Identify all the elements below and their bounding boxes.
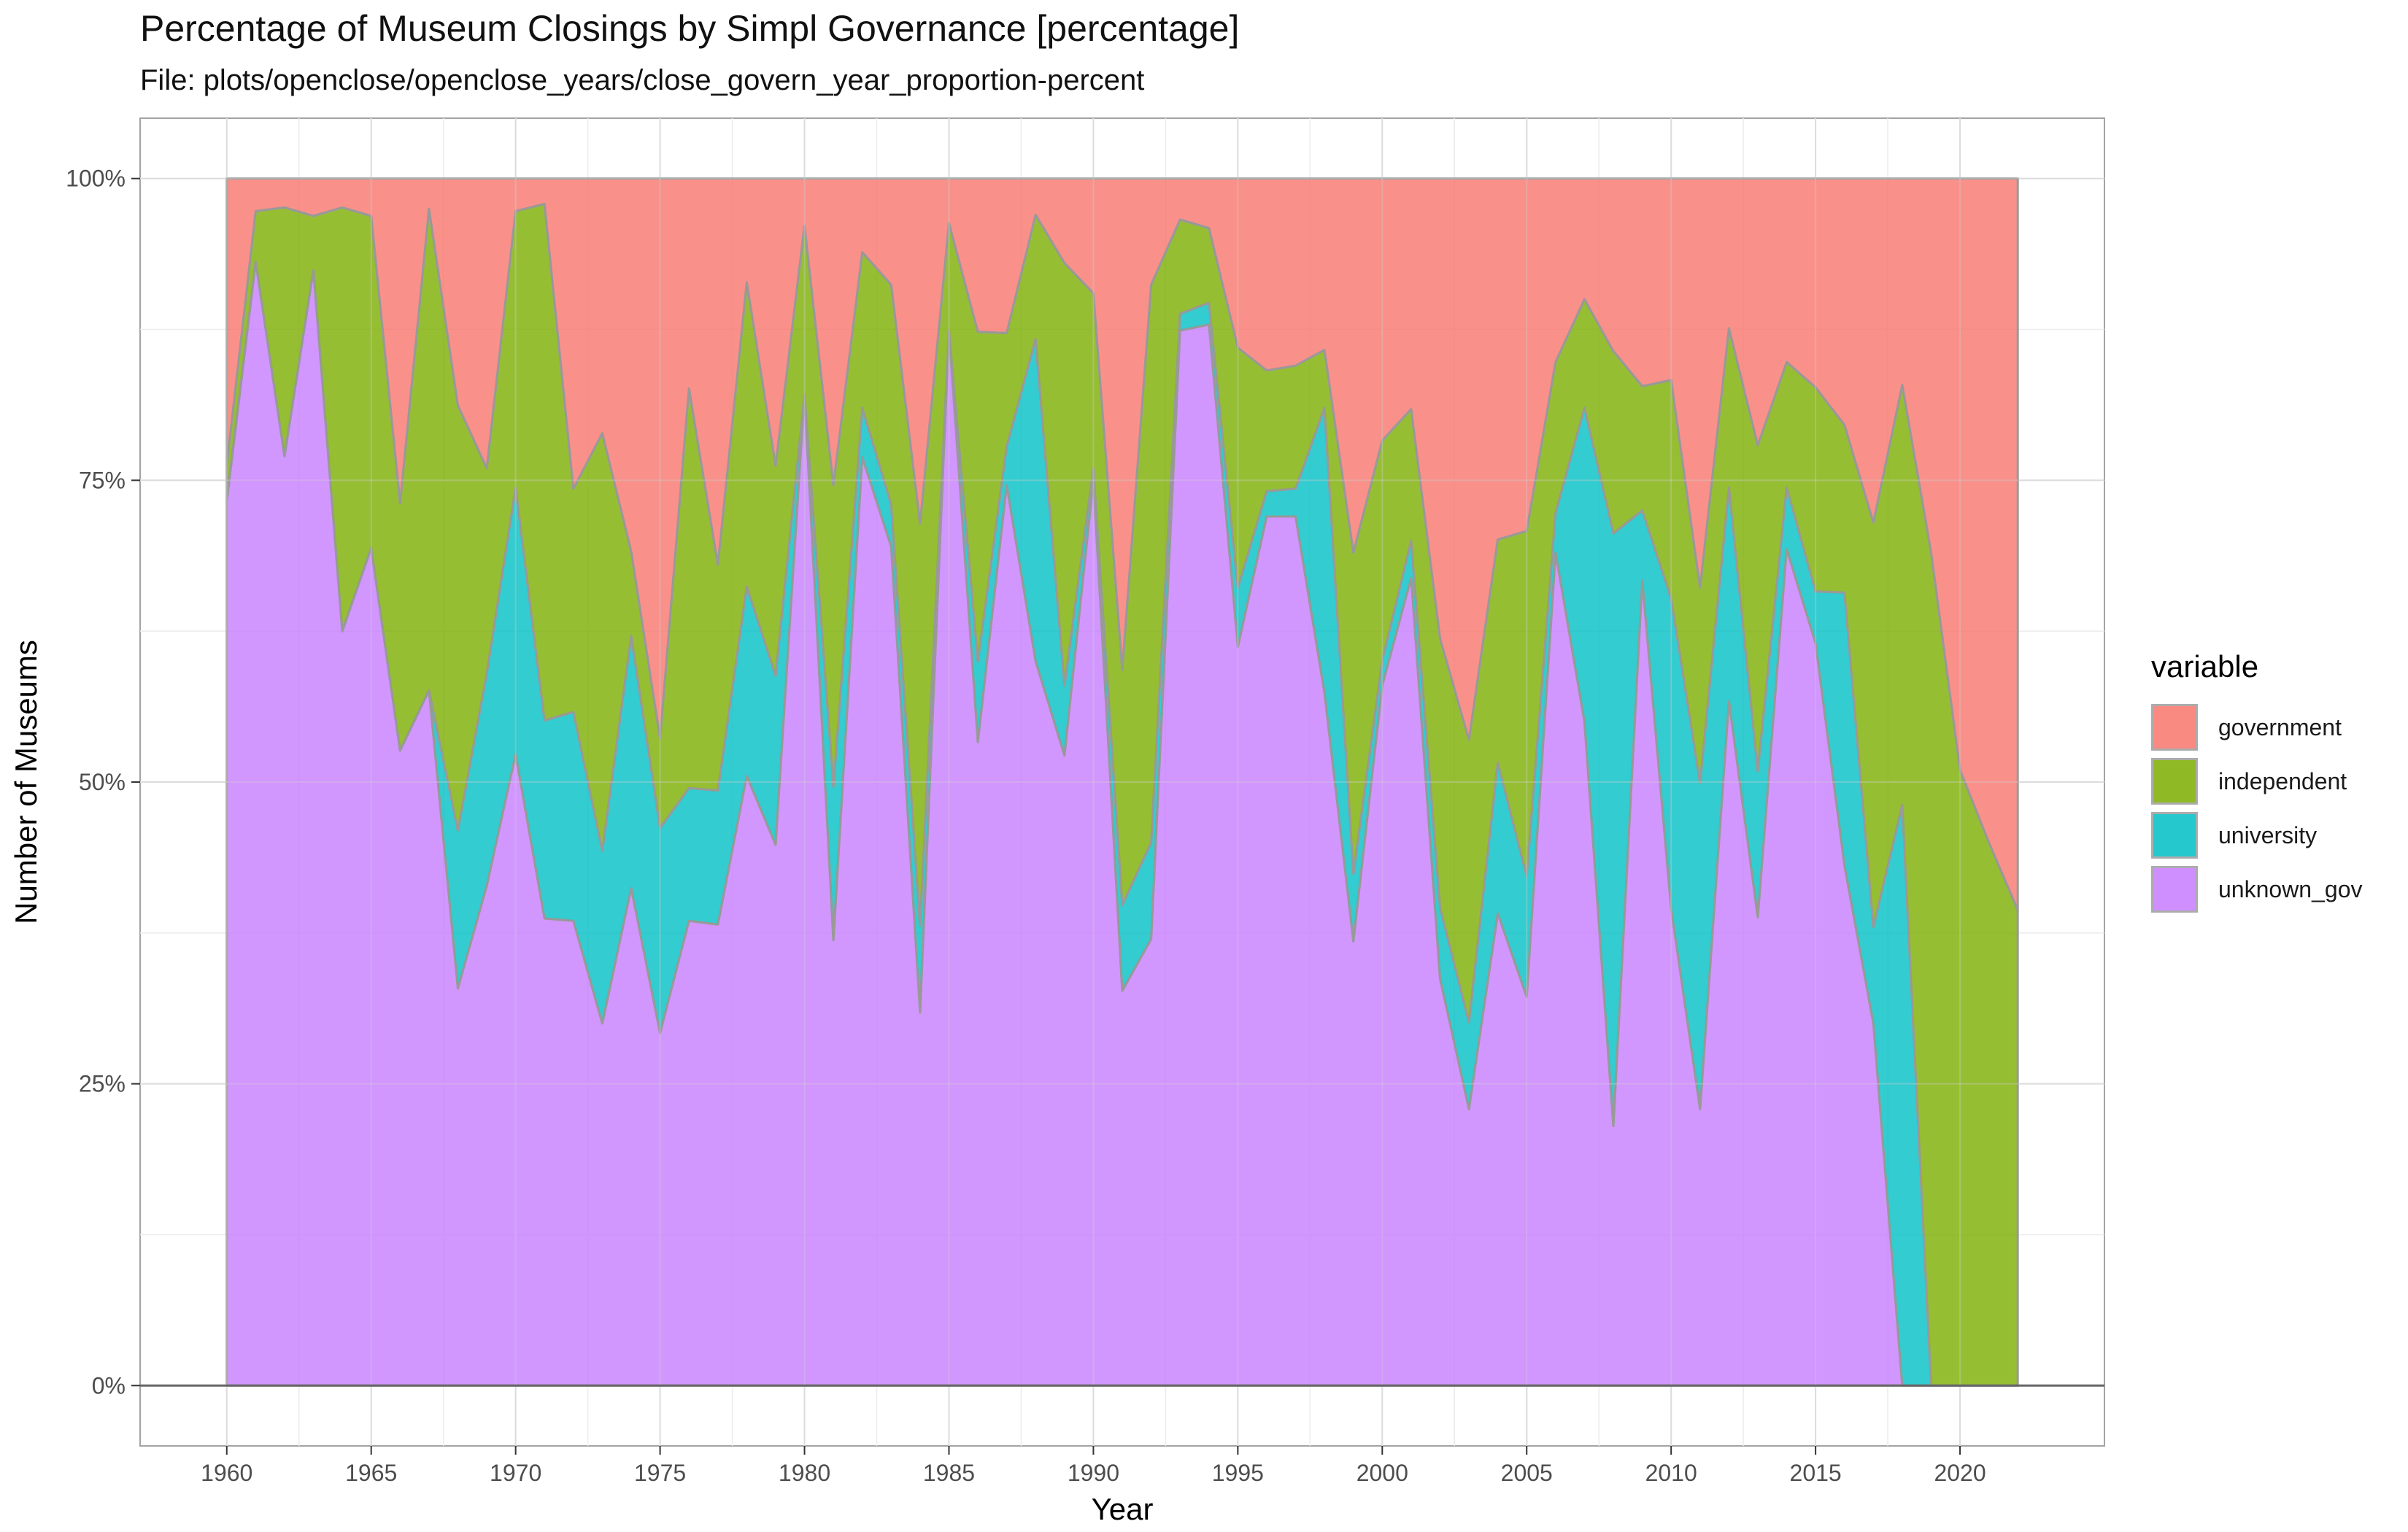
x-tick-label: 1995 bbox=[1212, 1460, 1264, 1486]
legend-item-independent: independent bbox=[2151, 754, 2362, 808]
legend-swatch-unknown-gov bbox=[2151, 866, 2198, 913]
y-tick-label: 0% bbox=[92, 1372, 126, 1398]
x-tick-label: 2020 bbox=[1934, 1460, 1986, 1486]
x-tick-label: 2000 bbox=[1357, 1460, 1408, 1486]
legend-label-unknown-gov: unknown_gov bbox=[2218, 875, 2363, 902]
x-tick-label: 2005 bbox=[1501, 1460, 1553, 1486]
x-axis-ticks: 1960 1965 1970 1975 1980 1985 1990 1995 2000 2005… bbox=[201, 1446, 1986, 1486]
y-tick-label: 100% bbox=[66, 166, 126, 192]
x-tick-label: 2015 bbox=[1790, 1460, 1842, 1486]
chart-title: Percentage of Museum Closings by Simpl G… bbox=[140, 8, 1240, 49]
area-government bbox=[225, 177, 2019, 911]
x-tick-label: 1985 bbox=[923, 1460, 975, 1486]
legend-label-government: government bbox=[2218, 713, 2342, 740]
legend: variable government independent universi… bbox=[2151, 649, 2362, 916]
legend-label-university: university bbox=[2218, 821, 2318, 848]
x-tick-label: 1970 bbox=[490, 1460, 541, 1486]
legend-title: variable bbox=[2151, 649, 2259, 684]
x-tick-label: 2010 bbox=[1645, 1460, 1697, 1486]
x-tick-label: 1980 bbox=[779, 1460, 830, 1486]
y-tick-label: 25% bbox=[79, 1071, 126, 1097]
overlay-layer bbox=[140, 118, 2104, 1446]
legend-swatch-university bbox=[2151, 812, 2198, 859]
y-tick-label: 50% bbox=[79, 769, 126, 795]
legend-swatch-government bbox=[2151, 704, 2198, 751]
x-tick-label: 1975 bbox=[634, 1460, 686, 1486]
x-tick-label: 1960 bbox=[201, 1460, 252, 1486]
chart-subtitle: File: plots/openclose/openclose_years/cl… bbox=[140, 64, 1145, 96]
x-tick-label: 1990 bbox=[1068, 1460, 1119, 1486]
legend-item-government: government bbox=[2151, 700, 2362, 754]
legend-item-university: university bbox=[2151, 808, 2362, 862]
legend-label-independent: independent bbox=[2218, 767, 2347, 794]
legend-item-unknown-gov: unknown_gov bbox=[2151, 862, 2362, 916]
y-axis-title: Number of Museums bbox=[9, 640, 43, 924]
x-tick-label: 1965 bbox=[345, 1460, 397, 1486]
y-tick-label: 75% bbox=[79, 467, 126, 493]
x-axis-title: Year bbox=[1092, 1492, 1154, 1526]
y-axis-ticks: 0% 25% 50% 75% 100% bbox=[66, 166, 140, 1398]
legend-swatch-independent bbox=[2151, 758, 2198, 805]
